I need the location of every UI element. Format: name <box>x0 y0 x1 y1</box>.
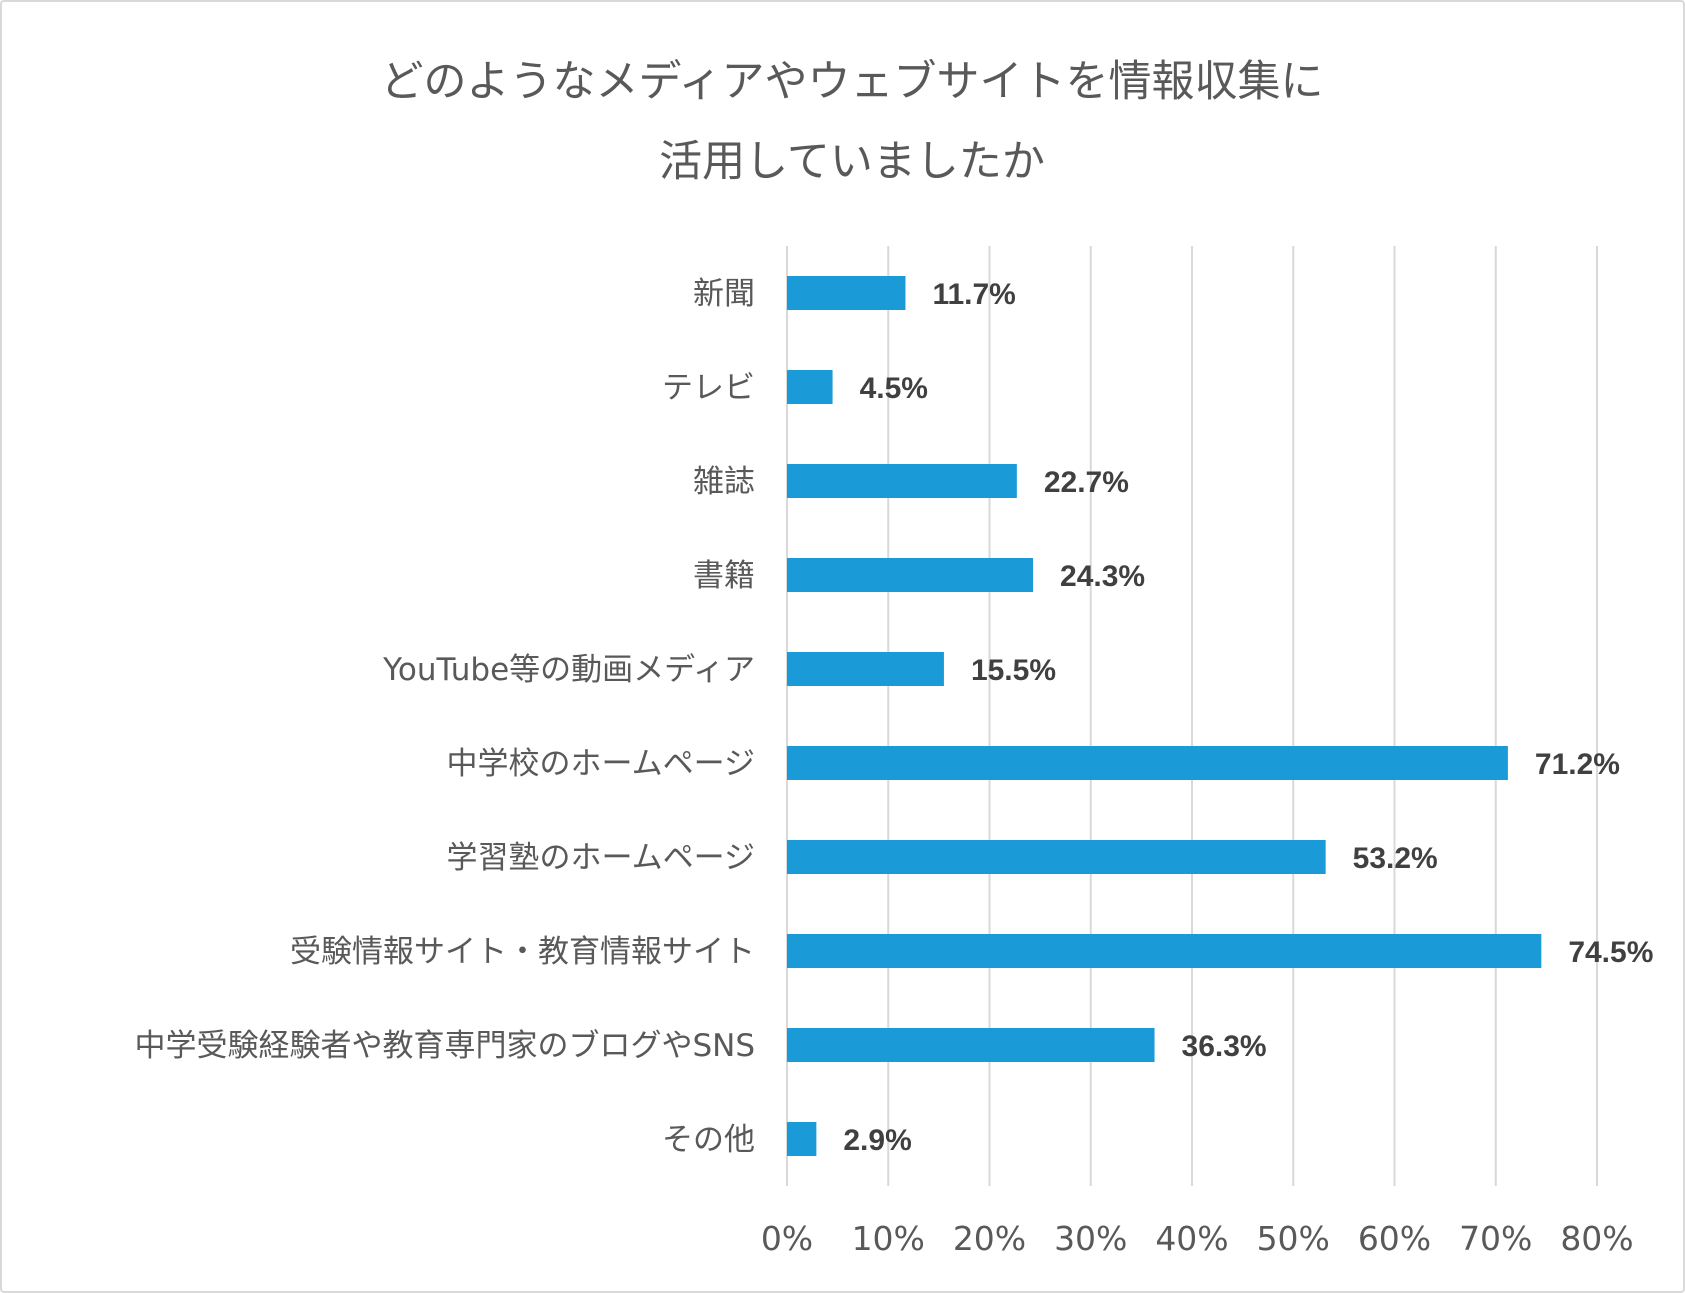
bar <box>787 464 1017 498</box>
x-axis-tick-labels: 0% 10% 20% 30% 40% 50% 60% 70% 80% <box>761 1219 1634 1258</box>
data-label: 22.7% <box>1044 466 1129 499</box>
bar <box>787 1028 1155 1062</box>
bar <box>787 370 833 404</box>
category-label: その他 <box>662 1122 755 1158</box>
category-label: 受験情報サイト・教育情報サイト <box>290 934 755 970</box>
category-label: テレビ <box>662 370 755 406</box>
x-tick-label: 60% <box>1358 1219 1431 1258</box>
bars <box>787 276 1542 1156</box>
x-tick-label: 80% <box>1560 1219 1633 1258</box>
x-tick-label: 40% <box>1155 1219 1228 1258</box>
category-label: 学習塾のホームページ <box>447 840 755 876</box>
data-label: 4.5% <box>860 372 928 405</box>
data-label: 74.5% <box>1568 936 1653 969</box>
x-tick-label: 0% <box>761 1219 813 1258</box>
category-label: YouTube等の動画メディア <box>382 652 755 688</box>
chart-title-line-1: どのようなメディアやウェブサイトを情報収集に <box>380 57 1324 107</box>
data-label: 36.3% <box>1182 1030 1267 1063</box>
chart-title: どのようなメディアやウェブサイトを情報収集に 活用していましたか <box>2 42 1685 202</box>
data-labels: 11.7% 4.5% 22.7% 24.3% 15.5% 71.2% 53.2% 74.5% 3… <box>843 278 1653 1157</box>
category-label: 中学受験経験者や教育専門家のブログやSNS <box>134 1028 755 1064</box>
category-label: 中学校のホームページ <box>447 746 755 782</box>
data-label: 53.2% <box>1353 842 1438 875</box>
bar <box>787 840 1326 874</box>
category-label: 新聞 <box>693 276 755 312</box>
data-label: 11.7% <box>932 278 1015 311</box>
x-tick-label: 50% <box>1257 1219 1330 1258</box>
category-label: 雑誌 <box>693 464 755 500</box>
data-label: 71.2% <box>1535 748 1620 781</box>
bar <box>787 934 1542 968</box>
x-tick-label: 70% <box>1459 1219 1532 1258</box>
bar <box>787 652 944 686</box>
category-label: 書籍 <box>693 558 755 594</box>
bar <box>787 1122 817 1156</box>
bar <box>787 276 906 310</box>
data-label: 15.5% <box>971 654 1056 687</box>
x-tick-label: 30% <box>1054 1219 1127 1258</box>
data-label: 24.3% <box>1060 560 1145 593</box>
bar <box>787 746 1508 780</box>
x-tick-label: 10% <box>852 1219 925 1258</box>
data-label: 2.9% <box>843 1124 911 1157</box>
chart-title-line-2: 活用していましたか <box>659 137 1045 187</box>
x-tick-label: 20% <box>953 1219 1026 1258</box>
bar <box>787 558 1034 592</box>
